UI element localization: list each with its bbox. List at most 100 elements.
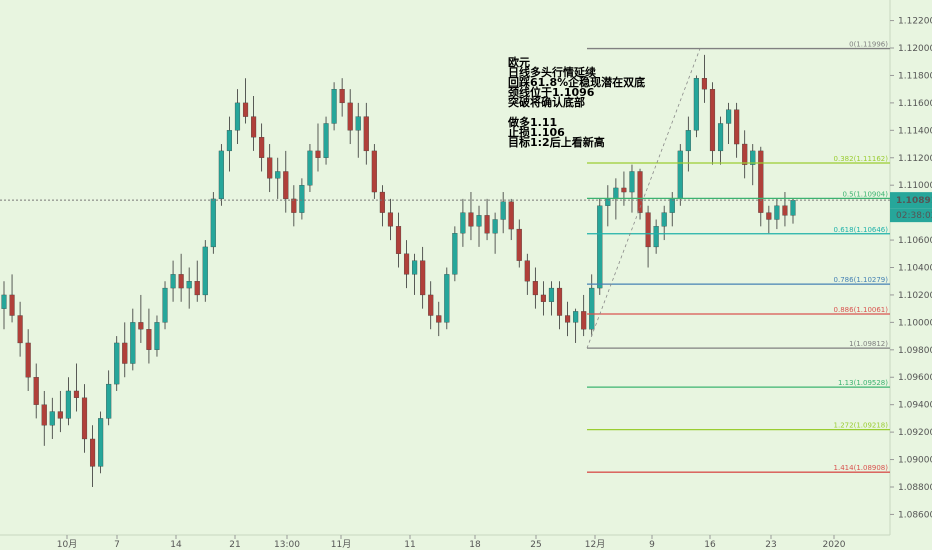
annotation-line: 目标1:2后上看新高 — [508, 135, 605, 149]
candle-body — [412, 260, 418, 275]
annotation-line: 日线多头行情延续 — [508, 65, 596, 79]
fib-trend-line — [586, 48, 701, 349]
candle-body — [766, 212, 772, 220]
fib-level-label: 1.414(1.08908) — [834, 464, 889, 472]
candle-body — [186, 281, 192, 289]
candle-body — [717, 123, 724, 152]
y-tick-label: 1.09200 — [898, 428, 932, 438]
candle-body — [629, 171, 635, 193]
candle-body — [371, 150, 377, 193]
candle-body — [275, 171, 281, 179]
candle-body — [81, 397, 88, 440]
candle-body — [790, 200, 796, 216]
candle-body — [693, 78, 699, 131]
candle-body — [444, 274, 450, 323]
candle-body — [548, 287, 555, 302]
candle-body — [492, 219, 498, 234]
countdown-label: 02:38:02 — [896, 211, 932, 221]
candle-body — [251, 116, 257, 138]
y-tick-label: 1.09000 — [898, 456, 932, 466]
candle-body — [178, 274, 184, 289]
fib-level-label: 1.272(1.09218) — [834, 422, 889, 430]
candle-body — [436, 315, 442, 323]
y-tick-label: 1.10000 — [898, 318, 932, 328]
candle-body — [242, 102, 249, 117]
fib-level-label: 0(1.11996) — [849, 41, 888, 49]
candle-body — [9, 294, 15, 316]
y-tick-label: 1.11000 — [898, 181, 932, 191]
candle-body — [291, 198, 297, 213]
candle-body — [645, 212, 651, 248]
y-tick-label: 1.11200 — [898, 154, 932, 164]
candle-body — [17, 315, 23, 344]
candle-body — [1, 294, 7, 309]
candle-body — [395, 226, 402, 254]
candle-body — [218, 150, 224, 200]
candle-body — [685, 130, 691, 152]
candle-body — [597, 205, 603, 289]
candle-body — [661, 212, 667, 227]
y-tick-label: 1.08600 — [898, 510, 932, 520]
candle-body — [339, 89, 345, 104]
fib-level-label: 1.13(1.09528) — [838, 379, 888, 387]
candle-body — [114, 342, 120, 385]
x-tick-label: 18 — [469, 540, 481, 550]
x-tick-label: 12月 — [585, 539, 605, 550]
candle-body — [573, 311, 579, 323]
y-tick-label: 1.09600 — [898, 373, 932, 383]
candle-body — [750, 150, 756, 165]
candle-body — [33, 377, 39, 405]
candle-body — [420, 260, 426, 296]
candle-body — [65, 390, 71, 419]
candle-body — [57, 411, 63, 419]
y-tick-label: 1.10600 — [898, 236, 932, 246]
candle-body — [331, 89, 337, 124]
current-price-label: 1.10891 — [896, 196, 932, 206]
candle-body — [25, 342, 31, 378]
x-tick-label: 2020 — [823, 540, 846, 550]
y-tick-label: 1.10400 — [898, 264, 932, 274]
candle-body — [637, 171, 643, 213]
annotation-line: 回踩61.8%企稳现潜在双底 — [508, 75, 645, 89]
x-tick-label: 14 — [170, 540, 182, 550]
candle-body — [677, 150, 683, 200]
candle-body — [516, 228, 522, 261]
candle-body — [403, 253, 410, 275]
candle-body — [524, 260, 530, 282]
fib-level-label: 0.382(1.11162) — [834, 155, 889, 163]
candle-body — [73, 390, 80, 398]
candle-body — [379, 191, 385, 213]
annotation-line: 止损1.106 — [508, 125, 565, 139]
candle-body — [532, 281, 538, 296]
candle-body — [653, 226, 659, 248]
candle-body — [556, 287, 563, 316]
candle-body — [162, 287, 168, 323]
y-tick-label: 1.09800 — [898, 346, 932, 356]
candle-body — [202, 246, 208, 296]
x-tick-label: 25 — [530, 540, 541, 550]
y-tick-label: 1.11800 — [898, 71, 932, 81]
candle-body — [259, 137, 265, 158]
candle-body — [154, 322, 160, 350]
candle-body — [540, 294, 546, 302]
candle-body — [146, 329, 152, 350]
annotation-line: 欧元 — [508, 55, 530, 69]
y-tick-label: 1.12200 — [898, 17, 932, 27]
candle-body — [726, 109, 732, 124]
candle-body — [210, 198, 216, 248]
y-tick-label: 1.10200 — [898, 291, 932, 301]
fib-level-label: 0.786(1.10279) — [834, 276, 889, 284]
candle-body — [460, 212, 466, 234]
candle-body — [621, 187, 627, 193]
candle-body — [299, 185, 305, 213]
candle-body — [468, 212, 474, 227]
candle-body — [130, 322, 136, 364]
y-tick-label: 1.12000 — [898, 44, 932, 54]
candle-body — [315, 150, 321, 158]
x-tick-label: 11月 — [331, 539, 351, 550]
annotation-line: 突破将确认底部 — [508, 95, 585, 109]
candle-body — [782, 205, 788, 216]
candle-body — [41, 404, 47, 426]
